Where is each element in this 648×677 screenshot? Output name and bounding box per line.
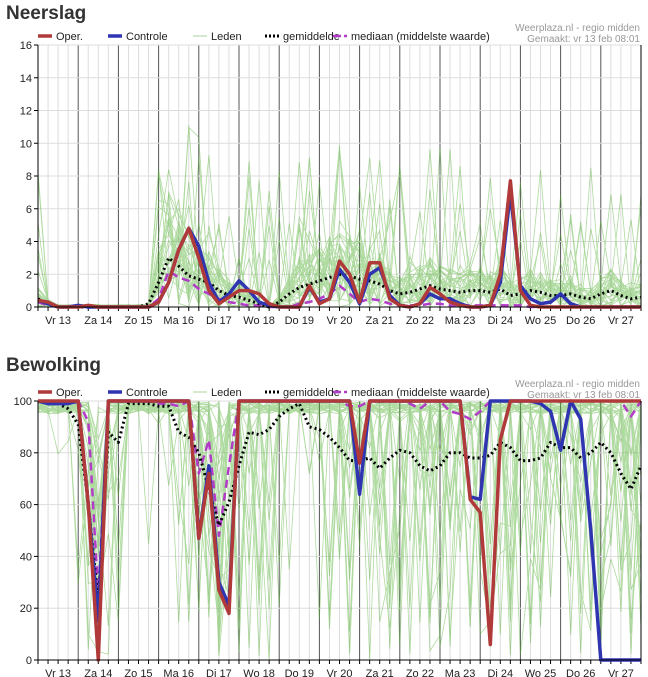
x-tick-label: Zo 22 (406, 315, 434, 327)
y-tick-label: 6 (26, 204, 32, 216)
legend-label: Leden (211, 31, 242, 43)
leden-line (37, 151, 642, 308)
leden-line (37, 125, 642, 309)
x-tick-label: Wo 18 (243, 315, 275, 327)
x-tick-label: Ma 16 (163, 315, 194, 327)
x-tick-label: Ma 23 (445, 315, 476, 327)
x-tick-label: Za 21 (366, 668, 394, 677)
legend: Oper. Controle Leden gemiddelde mediaan (mid… (38, 387, 490, 399)
leden-line (37, 401, 642, 645)
x-tick-label: Vr 20 (327, 315, 353, 327)
x-tick-label: Vr 27 (608, 315, 634, 327)
leden-line (37, 400, 642, 625)
leden-line (37, 181, 642, 308)
y-tick-label: 100 (14, 396, 32, 408)
x-tick-label: Do 26 (566, 668, 595, 677)
leden-line (37, 149, 642, 308)
y-tick-label: 12 (20, 106, 32, 118)
x-tick-label: Di 24 (487, 315, 513, 327)
legend: Oper. Controle Leden gemiddelde mediaan (mid… (38, 31, 490, 43)
gemiddelde-line (37, 399, 643, 605)
leden-line (37, 400, 642, 629)
x-tick-label: Vr 27 (608, 668, 634, 677)
leden-line (37, 400, 642, 648)
leden-line (37, 400, 642, 654)
y-tick-label: 4 (26, 237, 32, 249)
leden-line (37, 400, 642, 654)
leden-line (37, 401, 642, 656)
neerslag-title: Neerslag (6, 3, 87, 24)
credit-timestamp: Gemaakt: vr 13 feb 08:01 (527, 390, 640, 401)
x-tick-label: Do 19 (285, 668, 314, 677)
x-tick-label: Di 24 (487, 668, 513, 677)
x-tick-label: Zo 15 (124, 668, 152, 677)
x-tick-label: Za 14 (84, 315, 112, 327)
x-tick-label: Do 19 (285, 315, 314, 327)
y-tick-label: 0 (26, 655, 32, 667)
credit-source: Weerplaza.nl - regio midden (515, 23, 640, 34)
credit-timestamp: Gemaakt: vr 13 feb 08:01 (527, 34, 640, 45)
x-tick-label: Za 21 (366, 315, 394, 327)
x-tick-label: Zo 15 (124, 315, 152, 327)
neerslag-chart: 0 2 4 6 8 10 12 14 16 Vr 13 Za 14 Zo 15 Ma 16 Di 17 Wo… (20, 23, 642, 327)
y-tick-label: 10 (20, 138, 32, 150)
x-tick-label: Vr 13 (45, 315, 71, 327)
legend-label: Oper. (56, 31, 83, 43)
x-tick-label: Wo 25 (525, 315, 557, 327)
legend-label: mediaan (middelste waarde) (351, 31, 490, 43)
x-tick-label: Ma 23 (445, 668, 476, 677)
x-tick-label: Di 17 (206, 315, 232, 327)
leden-lines (37, 400, 642, 660)
x-tick-label: Zo 22 (406, 668, 434, 677)
bewolking-title: Bewolking (6, 355, 102, 376)
y-tick-label: 14 (20, 73, 32, 85)
leden-line (37, 151, 642, 308)
leden-line (37, 400, 642, 653)
leden-line (37, 216, 642, 308)
legend-label: Oper. (56, 387, 83, 399)
x-tick-label: Do 26 (566, 315, 595, 327)
y-tick-label: 80 (20, 448, 32, 460)
credit-source: Weerplaza.nl - regio midden (515, 379, 640, 390)
x-tick-label: Wo 25 (525, 668, 557, 677)
x-tick-label: Vr 20 (327, 668, 353, 677)
x-tick-label: Wo 18 (243, 668, 275, 677)
leden-line (37, 400, 642, 653)
y-tick-label: 40 (20, 551, 32, 563)
x-tick-label: Ma 16 (163, 668, 194, 677)
y-tick-label: 8 (26, 171, 32, 183)
legend-label: Controle (126, 387, 168, 399)
legend-label: Controle (126, 31, 168, 43)
legend-label: gemiddelde (283, 387, 340, 399)
y-tick-label: 60 (20, 500, 32, 512)
leden-line (37, 149, 642, 308)
legend-label: mediaan (middelste waarde) (351, 387, 490, 399)
y-tick-label: 16 (20, 40, 32, 52)
oper-line (38, 399, 641, 662)
x-tick-label: Di 17 (206, 668, 232, 677)
y-tick-label: 20 (20, 603, 32, 615)
y-tick-label: 0 (26, 302, 32, 314)
legend-label: gemiddelde (283, 31, 340, 43)
x-tick-label: Za 14 (84, 668, 112, 677)
y-tick-label: 2 (26, 269, 32, 281)
legend-label: Leden (211, 387, 242, 399)
x-tick-label: Vr 13 (45, 668, 71, 677)
